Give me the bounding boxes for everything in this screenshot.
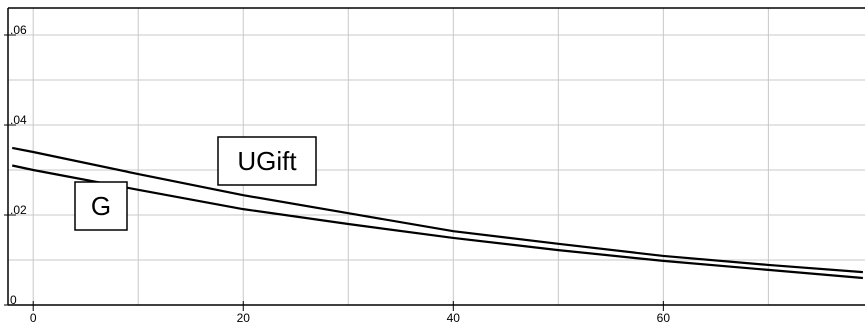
label-box	[74, 181, 128, 231]
label-box	[217, 136, 317, 186]
line-series	[11, 164, 863, 280]
x-tick-label: 40	[447, 311, 461, 325]
x-tick-label: 20	[237, 311, 251, 325]
line-series	[11, 146, 863, 274]
series-label: G	[91, 191, 111, 221]
y-tick-label: 0	[10, 293, 17, 307]
x-tick-label: 0	[30, 311, 37, 325]
y-tick-label: .02	[10, 203, 27, 217]
series-label: UGift	[237, 146, 297, 176]
y-tick-label: .04	[10, 113, 27, 127]
y-tick-label: .06	[10, 23, 27, 37]
x-tick-label: 60	[657, 311, 671, 325]
